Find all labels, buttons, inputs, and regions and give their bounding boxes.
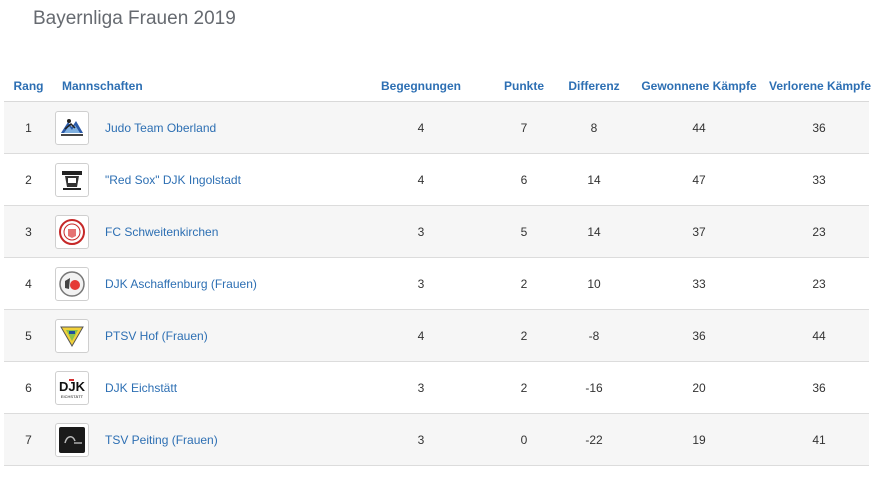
lost-cell: 44	[769, 309, 869, 362]
lost-cell: 36	[769, 361, 869, 414]
difference-cell: 8	[559, 101, 629, 154]
points-cell: 2	[489, 361, 559, 414]
lost-cell: 23	[769, 205, 869, 258]
rank-cell: 7	[4, 413, 53, 466]
points-cell: 2	[489, 257, 559, 310]
won-cell: 19	[629, 413, 769, 466]
difference-cell: 14	[559, 205, 629, 258]
matches-cell: 3	[353, 205, 489, 258]
team-cell: DJK EICHSTÄTT DJK Eichstätt	[53, 361, 353, 414]
rank-cell: 1	[4, 101, 53, 154]
team-link[interactable]: PTSV Hof (Frauen)	[105, 328, 208, 343]
team-wrap: DJK Aschaffenburg (Frauen)	[53, 266, 353, 301]
points-cell: 7	[489, 101, 559, 154]
table-row: 5 PTSV Hof (Frauen) 4 2 -8 36 44	[4, 309, 869, 362]
rank-cell: 3	[4, 205, 53, 258]
team-link[interactable]: Judo Team Oberland	[105, 120, 217, 135]
won-cell: 36	[629, 309, 769, 362]
fc-schweitenkirchen-logo-icon	[55, 214, 89, 249]
team-cell: "Red Sox" DJK Ingolstadt	[53, 153, 353, 206]
red-sox-ingolstadt-logo-icon	[55, 162, 89, 197]
table-row: 6 DJK EICHSTÄTT DJK Eichstätt 3 2 -16 20	[4, 361, 869, 414]
difference-cell: -16	[559, 361, 629, 414]
team-wrap: PTSV Hof (Frauen)	[53, 318, 353, 353]
team-link[interactable]: DJK Aschaffenburg (Frauen)	[105, 276, 257, 291]
points-cell: 2	[489, 309, 559, 362]
svg-text:DJK: DJK	[59, 379, 86, 394]
lost-cell: 36	[769, 101, 869, 154]
team-wrap: TSV Peiting (Frauen)	[53, 422, 353, 457]
rank-cell: 4	[4, 257, 53, 310]
team-wrap: "Red Sox" DJK Ingolstadt	[53, 162, 353, 197]
judo-team-oberland-logo-icon	[55, 110, 89, 145]
points-cell: 0	[489, 413, 559, 466]
column-header-difference: Differenz	[559, 71, 629, 102]
rank-cell: 6	[4, 361, 53, 414]
table-row: 2 "Red Sox" DJK Ingolstadt 4 6 1	[4, 153, 869, 206]
matches-cell: 4	[353, 153, 489, 206]
won-cell: 44	[629, 101, 769, 154]
column-header-team: Mannschaften	[53, 71, 353, 102]
table-row: 1 Judo Team Oberland 4	[4, 101, 869, 154]
difference-cell: -8	[559, 309, 629, 362]
djk-eichstaett-logo-icon: DJK EICHSTÄTT	[55, 370, 89, 405]
points-cell: 6	[489, 153, 559, 206]
ptsv-hof-logo-icon	[55, 318, 89, 353]
rank-cell: 5	[4, 309, 53, 362]
won-cell: 47	[629, 153, 769, 206]
matches-cell: 3	[353, 361, 489, 414]
column-header-won: Gewonnene Kämpfe	[629, 71, 769, 102]
rank-cell: 2	[4, 153, 53, 206]
team-cell: Judo Team Oberland	[53, 101, 353, 154]
team-wrap: FC Schweitenkirchen	[53, 214, 353, 249]
column-header-rank: Rang	[4, 71, 53, 102]
difference-cell: -22	[559, 413, 629, 466]
matches-cell: 3	[353, 257, 489, 310]
column-header-lost: Verlorene Kämpfe	[769, 71, 871, 102]
team-wrap: Judo Team Oberland	[53, 110, 353, 145]
team-cell: PTSV Hof (Frauen)	[53, 309, 353, 362]
won-cell: 20	[629, 361, 769, 414]
team-link[interactable]: TSV Peiting (Frauen)	[105, 432, 218, 447]
difference-cell: 10	[559, 257, 629, 310]
team-link[interactable]: FC Schweitenkirchen	[105, 224, 219, 239]
table-header-row: Rang Mannschaften Begegnungen Punkte Dif…	[4, 71, 871, 102]
svg-text:EICHSTÄTT: EICHSTÄTT	[61, 394, 84, 399]
difference-cell: 14	[559, 153, 629, 206]
lost-cell: 41	[769, 413, 869, 466]
table-row: 3 FC Schweitenkirchen 3 5 14 37 23	[4, 205, 869, 258]
lost-cell: 23	[769, 257, 869, 310]
team-wrap: DJK EICHSTÄTT DJK Eichstätt	[53, 370, 353, 405]
won-cell: 33	[629, 257, 769, 310]
table-row: 7 TSV Peiting (Frauen) 3 0 -22 19 4	[4, 413, 869, 466]
djk-aschaffenburg-logo-icon	[55, 266, 89, 301]
table-row: 4 DJK Aschaffenburg (Frauen) 3 2 10 33	[4, 257, 869, 310]
tsv-peiting-logo-icon	[55, 422, 89, 457]
won-cell: 37	[629, 205, 769, 258]
team-link[interactable]: DJK Eichstätt	[105, 380, 178, 395]
team-cell: DJK Aschaffenburg (Frauen)	[53, 257, 353, 310]
column-header-points: Punkte	[489, 71, 559, 102]
page-title: Bayernliga Frauen 2019	[33, 8, 236, 29]
matches-cell: 3	[353, 413, 489, 466]
column-header-matches: Begegnungen	[353, 71, 489, 102]
standings-table: Rang Mannschaften Begegnungen Punkte Dif…	[4, 71, 871, 466]
team-link[interactable]: "Red Sox" DJK Ingolstadt	[105, 172, 241, 187]
matches-cell: 4	[353, 101, 489, 154]
points-cell: 5	[489, 205, 559, 258]
matches-cell: 4	[353, 309, 489, 362]
team-cell: FC Schweitenkirchen	[53, 205, 353, 258]
lost-cell: 33	[769, 153, 869, 206]
team-cell: TSV Peiting (Frauen)	[53, 413, 353, 466]
